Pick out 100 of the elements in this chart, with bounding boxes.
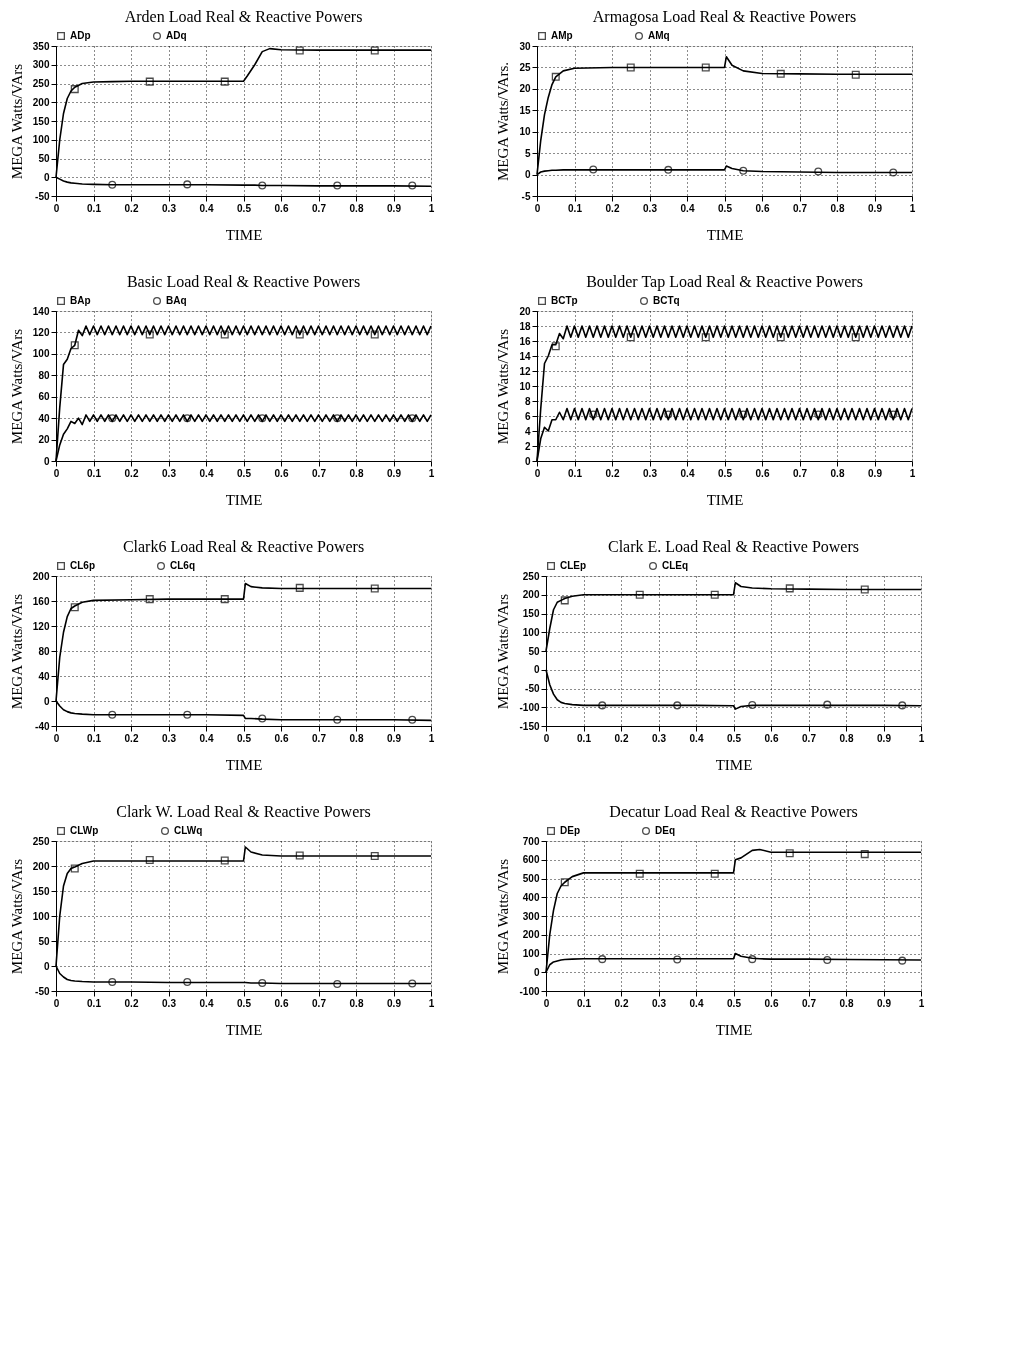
x-axis-title: TIME	[715, 756, 753, 773]
y-tick-label: 50	[528, 645, 540, 657]
y-tick-label: 40	[38, 670, 50, 682]
x-axis-title: TIME	[225, 756, 263, 773]
x-tick-label: 0.8	[839, 997, 854, 1009]
x-tick-label: 0.1	[577, 732, 592, 744]
legend-label: BAp	[70, 295, 91, 307]
legend-label: CLEq	[662, 560, 689, 572]
x-tick-label: 0.6	[755, 467, 770, 479]
y-tick-label: 0	[533, 664, 540, 676]
legend-label: BCTq	[653, 295, 680, 307]
y-tick-label: 200	[522, 589, 540, 601]
legend-label: CLEp	[560, 560, 587, 572]
x-axis-title: TIME	[706, 491, 744, 508]
y-tick-label: 60	[38, 391, 50, 403]
x-tick-label: 0.9	[387, 732, 402, 744]
y-axis-title: MEGA Watts/VArs	[8, 63, 25, 180]
y-axis-title: MEGA Watts/VArs	[8, 593, 25, 710]
y-tick-label: 8	[524, 395, 531, 407]
y-tick-label: -100	[519, 985, 540, 997]
x-tick-label: 0	[53, 732, 60, 744]
x-tick-label: 0.5	[727, 997, 742, 1009]
x-tick-label: 0	[53, 467, 60, 479]
x-tick-label: 0	[53, 997, 60, 1009]
y-axis-title: MEGA Watts/VArs.	[495, 61, 512, 182]
chart-title: Decatur Load Real & Reactive Powers	[609, 803, 858, 820]
x-tick-label: 0.4	[199, 997, 214, 1009]
y-tick-label: 120	[32, 620, 50, 632]
x-tick-label: 1	[428, 732, 435, 744]
x-tick-label: 0.1	[577, 997, 592, 1009]
y-tick-label: 200	[522, 929, 540, 941]
y-tick-label: 160	[32, 595, 50, 607]
y-tick-label: -5	[521, 190, 531, 202]
x-tick-label: 1	[909, 202, 916, 214]
x-tick-label: 0.6	[764, 732, 779, 744]
y-axis-title: MEGA Watts/VArs	[495, 328, 512, 445]
y-tick-label: 100	[522, 626, 540, 638]
x-tick-label: 0.4	[199, 202, 214, 214]
x-tick-label: 0.2	[124, 732, 139, 744]
y-tick-label: 0	[43, 455, 50, 467]
y-tick-label: 200	[32, 570, 50, 582]
y-tick-label: 14	[519, 350, 531, 362]
x-tick-label: 0.8	[349, 202, 364, 214]
x-tick-label: 0.2	[605, 202, 620, 214]
x-axis-title: TIME	[225, 1021, 263, 1038]
legend-label: DEq	[655, 825, 675, 837]
x-axis-title: TIME	[706, 226, 744, 243]
y-tick-label: -100	[519, 701, 540, 713]
y-tick-label: 200	[32, 860, 50, 872]
x-tick-label: 0.9	[877, 997, 892, 1009]
x-tick-label: 0.6	[764, 997, 779, 1009]
y-tick-label: -150	[519, 720, 540, 732]
y-tick-label: 600	[522, 854, 540, 866]
y-tick-label: 100	[32, 348, 50, 360]
chart-title: Armagosa Load Real & Reactive Powers	[592, 8, 857, 26]
x-tick-label: 1	[918, 732, 925, 744]
x-tick-label: 0.9	[877, 732, 892, 744]
x-tick-label: 0.7	[802, 732, 817, 744]
y-tick-label: 18	[519, 320, 531, 332]
y-tick-label: 500	[522, 873, 540, 884]
x-tick-label: 1	[918, 997, 925, 1009]
y-tick-label: 150	[32, 115, 50, 127]
x-tick-label: 0.1	[568, 202, 583, 214]
x-tick-label: 0.3	[652, 997, 667, 1009]
y-tick-label: 12	[519, 365, 531, 377]
x-tick-label: 0.8	[830, 202, 845, 214]
y-axis-title: MEGA Watts/VArs	[8, 328, 25, 445]
y-tick-label: 100	[32, 134, 50, 146]
y-tick-label: -50	[35, 985, 50, 997]
legend-label: CLWq	[174, 825, 203, 837]
x-tick-label: 0.4	[680, 202, 695, 214]
x-tick-label: 0	[543, 732, 550, 744]
y-tick-label: 300	[522, 910, 540, 922]
y-tick-label: 0	[533, 966, 540, 978]
x-tick-label: 0.5	[718, 202, 733, 214]
y-tick-label: 100	[32, 910, 50, 922]
x-tick-label: 0.9	[387, 467, 402, 479]
x-tick-label: 0.8	[349, 732, 364, 744]
y-tick-label: 80	[38, 645, 50, 657]
y-tick-label: 140	[32, 305, 50, 317]
x-tick-label: 0.8	[349, 997, 364, 1009]
x-tick-label: 0.3	[162, 467, 177, 479]
x-tick-label: 0.7	[793, 202, 808, 214]
y-tick-label: 25	[519, 61, 531, 73]
y-tick-label: -50	[35, 190, 50, 202]
x-tick-label: 0.2	[124, 467, 139, 479]
x-tick-label: 0.6	[274, 997, 289, 1009]
chart-title: Clark W. Load Real & Reactive Powers	[116, 803, 371, 820]
x-axis-title: TIME	[225, 226, 263, 243]
y-tick-label: 250	[32, 78, 50, 89]
x-tick-label: 1	[428, 467, 435, 479]
x-tick-label: 0.9	[387, 997, 402, 1009]
y-tick-label: 0	[43, 695, 50, 707]
x-tick-label: 0.3	[643, 202, 658, 214]
x-tick-label: 0.7	[312, 997, 327, 1009]
y-tick-label: 120	[32, 326, 50, 338]
y-tick-label: 400	[522, 891, 540, 903]
x-tick-label: 0.3	[162, 202, 177, 214]
y-tick-label: 150	[32, 885, 50, 897]
x-tick-label: 0.1	[87, 202, 102, 214]
